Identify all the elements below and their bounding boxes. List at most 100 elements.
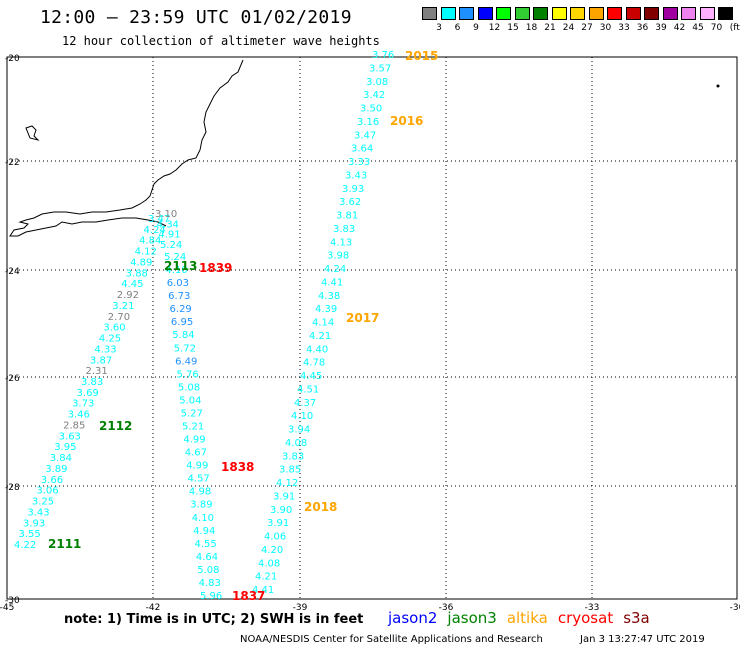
swh-value-track-a: 4.25 (99, 334, 121, 345)
colorbar-tick-label: 21 (544, 23, 556, 33)
colorbar-swatch (625, 7, 641, 20)
colorbar-swatch (551, 7, 567, 20)
colorbar-tick-label: 18 (525, 23, 538, 33)
map-grid (7, 57, 737, 599)
swh-value-track-c: 3.85 (279, 465, 301, 476)
swh-value-track-a: 3.84 (50, 453, 72, 464)
swh-value-track-c: 3.33 (348, 157, 370, 168)
swh-value-track-a: 3.69 (77, 388, 99, 399)
swh-value-track-b: 5.08 (178, 382, 200, 393)
swh-value-track-c: 3.50 (360, 104, 382, 115)
swh-value-track-c: 3.47 (354, 130, 376, 141)
swh-value-track-c: 3.43 (345, 170, 367, 181)
swh-value-track-c: 3.98 (327, 251, 349, 262)
chart-title: 12:00 – 23:59 UTC 01/02/2019 (40, 7, 352, 28)
track-time-label: 2015 (405, 49, 438, 63)
colorbar-tick-label: 45 (692, 23, 704, 33)
swh-value-track-c: 3.91 (273, 491, 295, 502)
lagoon-outline (25, 125, 40, 141)
swh-value-track-a: 2.70 (108, 312, 130, 323)
colorbar-swatch (607, 7, 622, 20)
credit-line: NOAA/NESDIS Center for Satellite Applica… (240, 634, 543, 645)
swh-value-track-a: 3.46 (68, 410, 90, 421)
track-time-label: 2016 (390, 114, 423, 128)
swh-value-track-a: 3.87 (90, 355, 112, 366)
colorbar-swatch (681, 7, 696, 20)
swh-value-track-c: 3.08 (366, 77, 388, 88)
swh-value-track-b: 6.95 (171, 317, 193, 328)
swh-value-track-c: 4.12 (276, 478, 298, 489)
satellite-legend: jason2 jason3 altika cryosat s3a (388, 609, 660, 627)
colorbar-tick-label: 12 (488, 23, 501, 33)
colorbar-swatch (514, 7, 530, 20)
colorbar-swatch (533, 7, 548, 20)
track-time-label: 2017 (346, 311, 379, 325)
swh-value-track-c: 3.91 (267, 518, 289, 529)
swh-value-track-a: 4.45 (121, 279, 143, 290)
swh-value-track-c: 4.78 (303, 358, 325, 369)
swh-value-track-b: 5.08 (197, 565, 219, 576)
map-border (6, 56, 738, 600)
island-dot (716, 84, 720, 88)
swh-value-track-c: 4.40 (306, 344, 328, 355)
swh-value-track-c: 4.14 (312, 318, 334, 329)
colorbar-tick-label: 30 (599, 23, 612, 33)
swh-value-track-a: 3.89 (45, 464, 67, 475)
colorbar-tick-label: 39 (655, 23, 667, 33)
swh-value-track-a: 3.55 (18, 529, 40, 540)
colorbar-swatch (496, 7, 511, 20)
swh-value-track-b: 4.98 (189, 487, 211, 498)
track-time-label: 1839 (199, 261, 232, 275)
swh-value-track-a: 3.60 (103, 323, 125, 334)
swh-value-track-a: 3.21 (112, 301, 134, 312)
colorbar-swatch (699, 7, 715, 20)
swh-value-track-b: 4.64 (196, 552, 218, 563)
swh-value-track-c: 4.41 (321, 277, 343, 288)
latitude-label: -28 (5, 483, 20, 493)
swh-value-track-a: 3.63 (59, 431, 81, 442)
legend-entry-s3a: s3a (623, 609, 650, 627)
swh-value-track-b: 4.91 (158, 230, 180, 241)
longitude-label: -36 (439, 603, 454, 613)
colorbar-swatch (662, 7, 678, 20)
latitude-label: -26 (5, 374, 20, 384)
track-time-label: 1837 (232, 589, 265, 603)
colorbar-swatch (718, 7, 733, 20)
legend-entry-jason2: jason2 (388, 609, 438, 627)
swh-value-track-c: 4.24 (324, 264, 346, 275)
colorbar-swatch (459, 7, 474, 20)
swh-value-track-c: 4.37 (294, 398, 316, 409)
longitude-label: -30 (730, 603, 740, 613)
swh-value-track-b: 5.04 (179, 395, 201, 406)
swh-value-track-b: 5.27 (181, 408, 203, 419)
swh-value-track-c: 3.16 (357, 117, 379, 128)
swh-value-track-b: 4.99 (183, 435, 205, 446)
swh-value-track-c: 4.08 (285, 438, 307, 449)
swh-value-track-a: 4.24 (144, 225, 166, 236)
swh-value-track-a: 3.83 (81, 377, 103, 388)
swh-value-track-a: 3.95 (54, 442, 76, 453)
longitude-label: -39 (293, 603, 308, 613)
swh-value-track-c: 4.45 (300, 371, 322, 382)
swh-value-track-b: 4.99 (186, 461, 208, 472)
swh-value-track-a: 3.47 (148, 214, 170, 225)
swh-value-track-c: 4.41 (252, 585, 274, 596)
latitude-label: -24 (5, 267, 20, 277)
swh-value-track-a: 4.84 (139, 236, 161, 247)
swh-value-track-c: 3.62 (339, 197, 361, 208)
swh-value-track-b: 4.10 (165, 265, 187, 276)
footer-note: note: 1) Time is in UTC; 2) SWH is in fe… (64, 612, 364, 627)
swh-value-track-b: 5.96 (200, 591, 222, 602)
colorbar-swatch (440, 7, 456, 20)
swh-value-track-b: 4.10 (192, 513, 214, 524)
swh-value-track-a: 3.66 (41, 475, 63, 486)
swh-value-track-a: 4.33 (94, 344, 116, 355)
swh-value-track-a: 3.06 (36, 486, 58, 497)
swh-value-track-c: 4.51 (297, 384, 319, 395)
swh-value-track-b: 6.03 (167, 278, 189, 289)
swh-value-track-b: 6.49 (175, 356, 197, 367)
colorbar-swatch (588, 7, 604, 20)
colorbar-tick-label: 9 (473, 23, 479, 33)
colorbar-tick-label: 3 (436, 23, 442, 33)
colorbar-tick-label: 33 (618, 23, 630, 33)
